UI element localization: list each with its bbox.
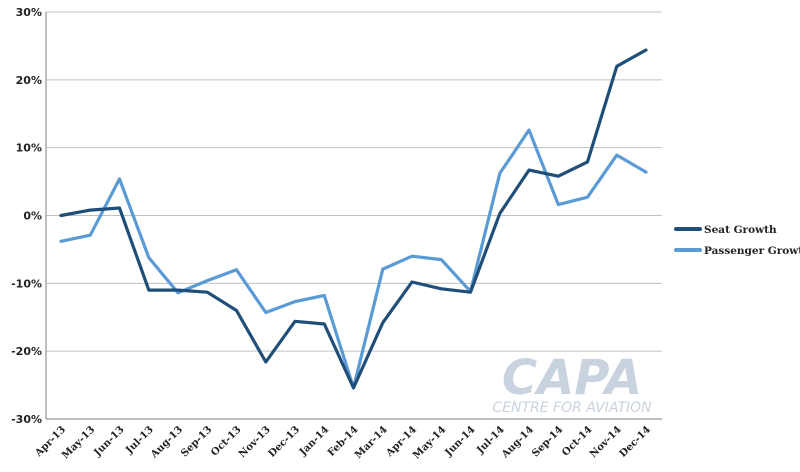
axes [45, 12, 662, 420]
x-tick-labels: Apr-13May-13Jun-13Jul-13Aug-13Sep-13Oct-… [33, 424, 653, 461]
x-tick-label: Jun-14 [443, 424, 478, 459]
legend: Seat Growth Passenger Growth [674, 224, 800, 257]
x-tick-label: Aug-14 [499, 424, 536, 461]
y-tick-label: -20% [11, 345, 42, 358]
x-tick-label: Dec-13 [267, 424, 303, 460]
series-lines [59, 48, 648, 390]
x-tick-label: Nov-14 [588, 424, 624, 460]
x-tick-label: Jun-13 [92, 424, 127, 459]
x-tick-label: Nov-13 [237, 424, 273, 460]
y-tick-label: 0% [23, 210, 42, 223]
y-tick-label: -10% [11, 277, 42, 290]
legend-item-passenger-growth: Passenger Growth [674, 245, 800, 257]
y-tick-label: 30% [16, 6, 42, 19]
capa-watermark: CAPA CENTRE FOR AVIATION [492, 350, 652, 416]
y-tick-label: 10% [16, 142, 42, 155]
watermark-title: CAPA [502, 350, 642, 406]
legend-label-seat-growth: Seat Growth [704, 224, 777, 236]
x-tick-label: Mar-14 [353, 424, 390, 461]
legend-item-seat-growth: Seat Growth [674, 224, 777, 236]
y-tick-label: 20% [16, 74, 42, 87]
y-tick-label: -30% [11, 413, 42, 426]
legend-label-passenger-growth: Passenger Growth [704, 245, 800, 257]
x-tick-label: Dec-14 [618, 424, 654, 460]
series-line-seat-growth [59, 48, 648, 390]
x-tick-label: Sep-14 [530, 424, 565, 459]
x-tick-label: Aug-13 [148, 424, 185, 461]
watermark-subtitle: CENTRE FOR AVIATION [492, 400, 652, 416]
x-tick-label: Jan-14 [297, 424, 331, 458]
y-tick-labels: 30% 20% 10% 0% -10% -20% -30% [11, 6, 42, 426]
x-tick-label: Sep-13 [179, 424, 214, 459]
